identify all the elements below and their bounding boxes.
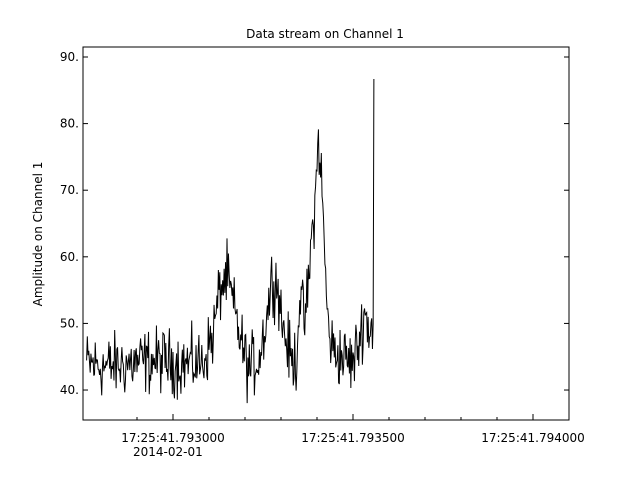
y-tick-label: 50. bbox=[60, 316, 79, 330]
y-axis-ticks: 40. 50. 60. 70. 80. 90. bbox=[60, 50, 569, 397]
x-axis-date-label: 2014-02-01 bbox=[133, 445, 203, 459]
x-tick-label: 17:25:41.793000 bbox=[121, 431, 225, 445]
y-tick-label: 90. bbox=[60, 50, 79, 64]
plot-frame bbox=[82, 46, 570, 421]
y-tick-label: 60. bbox=[60, 250, 79, 264]
chart-title: Data stream on Channel 1 bbox=[246, 27, 404, 41]
x-axis-ticks: 17:25:41.793000 17:25:41.793500 17:25:41.7… bbox=[121, 414, 585, 445]
y-axis-label: Amplitude on Channel 1 bbox=[31, 162, 45, 307]
y-tick-label: 80. bbox=[60, 117, 79, 131]
series-line bbox=[86, 78, 375, 404]
x-tick-label: 17:25:41.793500 bbox=[301, 431, 405, 445]
y-tick-label: 40. bbox=[60, 383, 79, 397]
y-tick-label: 70. bbox=[60, 183, 79, 197]
plot-area bbox=[86, 78, 375, 404]
x-tick-label: 17:25:41.794000 bbox=[481, 431, 585, 445]
